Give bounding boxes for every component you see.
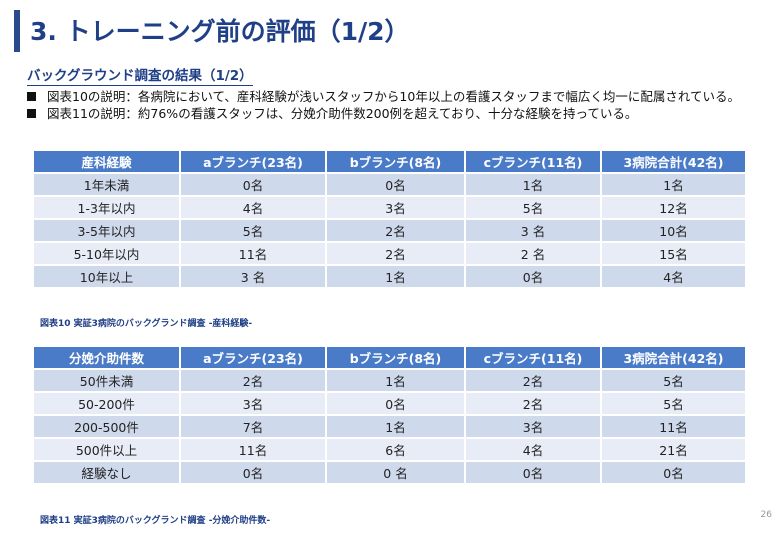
table-cell: 2名 [466,393,600,414]
bullet-item: 図表11の説明：約76%の看護スタッフは、分娩介助件数200例を超えており、十分… [27,106,767,122]
table-cell: 0名 [327,393,464,414]
table-cell: 2名 [466,370,600,391]
table-cell: 3-5年以内 [34,220,179,241]
table-cell: 50件未満 [34,370,179,391]
square-bullet-icon [27,92,36,101]
section-subtitle: バックグラウンド調査の結果（1/2） [27,64,253,86]
table-cell: 2名 [181,370,325,391]
table-cell: 0名 [466,462,600,483]
column-header: cブランチ(11名) [466,151,600,172]
table-cell: 2名 [327,220,464,241]
table-row: 1年未満 0名 0名 1名 1名 [34,174,745,195]
table-row: 50件未満 2名 1名 2名 5名 [34,370,745,391]
bullet-list: 図表10の説明：各病院において、産科経験が浅いスタッフから10年以上の看護スタッ… [27,89,767,123]
table-cell: 200-500件 [34,416,179,437]
table-cell: 3 名 [181,266,325,287]
table-header-row: 分娩介助件数 aブランチ(23名) bブランチ(8名) cブランチ(11名) 3… [34,347,745,368]
column-header: cブランチ(11名) [466,347,600,368]
table-cell: 11名 [602,416,745,437]
table-cell: 3名 [181,393,325,414]
table-cell: 3名 [466,416,600,437]
table-cell: 0名 [602,462,745,483]
table-cell: 5名 [181,220,325,241]
column-header: 産科経験 [34,151,179,172]
table-cell: 5名 [602,370,745,391]
table-cell: 4名 [602,266,745,287]
experience-table: 産科経験 aブランチ(23名) bブランチ(8名) cブランチ(11名) 3病院… [32,149,747,289]
table-cell: 5名 [602,393,745,414]
column-header: 3病院合計(42名) [602,347,745,368]
table-cell: 15名 [602,243,745,264]
column-header: bブランチ(8名) [327,151,464,172]
page-number: 26 [760,510,772,520]
table-cell: 12名 [602,197,745,218]
table-cell: 21名 [602,439,745,460]
column-header: 分娩介助件数 [34,347,179,368]
table-cell: 1名 [602,174,745,195]
table-row: 50-200件 3名 0名 2名 5名 [34,393,745,414]
table-header-row: 産科経験 aブランチ(23名) bブランチ(8名) cブランチ(11名) 3病院… [34,151,745,172]
table-caption: 図表11 実証3病院のバックグランド調査 -分娩介助件数- [40,516,271,526]
table-cell: 3名 [327,197,464,218]
table-row: 200-500件 7名 1名 3名 11名 [34,416,745,437]
table-cell: 0名 [466,266,600,287]
title-accent-bar [14,10,20,52]
table-row: 1-3年以内 4名 3名 5名 12名 [34,197,745,218]
table-cell: 50-200件 [34,393,179,414]
table-cell: 0 名 [327,462,464,483]
table-cell: 1名 [466,174,600,195]
table-cell: 11名 [181,439,325,460]
table-cell: 0名 [327,174,464,195]
table-cell: 5名 [466,197,600,218]
table-row: 経験なし 0名 0 名 0名 0名 [34,462,745,483]
table-row: 3-5年以内 5名 2名 3 名 10名 [34,220,745,241]
table-row: 5-10年以内 11名 2名 2 名 15名 [34,243,745,264]
column-header: bブランチ(8名) [327,347,464,368]
bullet-text: 図表11の説明：約76%の看護スタッフは、分娩介助件数200例を超えており、十分… [47,106,638,121]
bullet-text: 図表10の説明：各病院において、産科経験が浅いスタッフから10年以上の看護スタッ… [47,89,740,104]
table-cell: 1名 [327,370,464,391]
square-bullet-icon [27,109,36,118]
table-cell: 1名 [327,416,464,437]
table-cell: 1-3年以内 [34,197,179,218]
table-cell: 10名 [602,220,745,241]
column-header: aブランチ(23名) [181,347,325,368]
table-cell: 2 名 [466,243,600,264]
table-cell: 0名 [181,174,325,195]
table-row: 500件以上 11名 6名 4名 21名 [34,439,745,460]
table-cell: 10年以上 [34,266,179,287]
table-cell: 1名 [327,266,464,287]
table-row: 10年以上 3 名 1名 0名 4名 [34,266,745,287]
table-cell: 7名 [181,416,325,437]
table-cell: 経験なし [34,462,179,483]
table-cell: 0名 [181,462,325,483]
slide-title: 3. トレーニング前の評価（1/2） [30,17,410,46]
table-cell: 500件以上 [34,439,179,460]
table-cell: 2名 [327,243,464,264]
column-header: aブランチ(23名) [181,151,325,172]
table-cell: 4名 [466,439,600,460]
delivery-count-table: 分娩介助件数 aブランチ(23名) bブランチ(8名) cブランチ(11名) 3… [32,345,747,485]
column-header: 3病院合計(42名) [602,151,745,172]
table-cell: 6名 [327,439,464,460]
bullet-item: 図表10の説明：各病院において、産科経験が浅いスタッフから10年以上の看護スタッ… [27,89,767,105]
table-cell: 5-10年以内 [34,243,179,264]
table-caption: 図表10 実証3病院のバックグランド調査 -産科経験- [40,319,253,329]
table-cell: 3 名 [466,220,600,241]
table-cell: 4名 [181,197,325,218]
table-cell: 1年未満 [34,174,179,195]
table-cell: 11名 [181,243,325,264]
